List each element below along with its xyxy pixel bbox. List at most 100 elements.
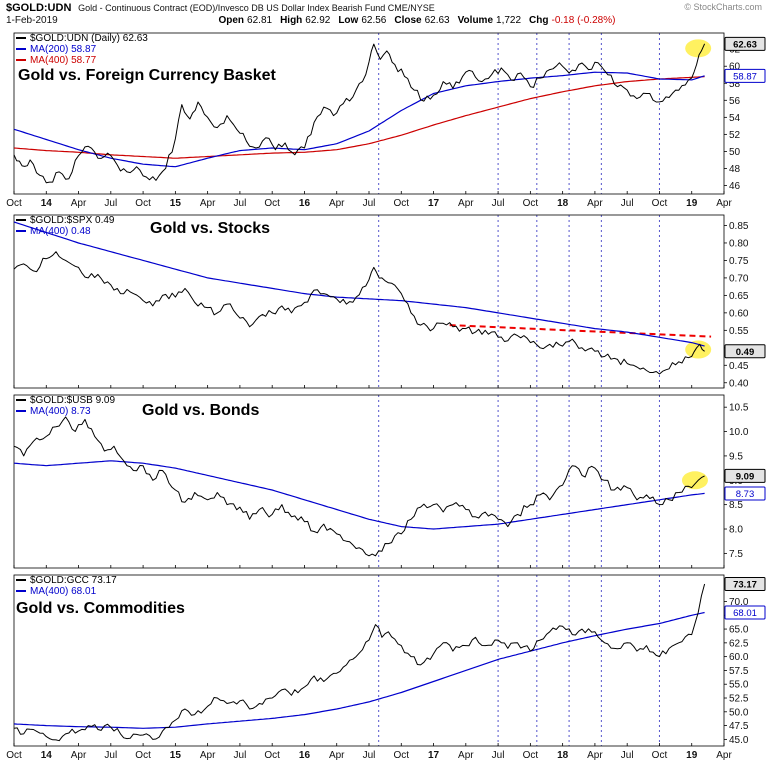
x-axis-label: Apr: [458, 198, 474, 209]
y-axis-label: 46: [729, 181, 741, 192]
quote-value: 62.56: [361, 15, 387, 26]
y-axis-label: 0.65: [729, 291, 749, 302]
x-axis-label: Oct: [651, 198, 668, 209]
y-axis-label: 56: [729, 96, 741, 107]
price-line: [13, 416, 705, 557]
legend-item: $GOLD:GCC 73.17: [16, 575, 117, 586]
x-axis-label: Oct: [393, 198, 410, 209]
y-axis-label: 10.5: [729, 403, 749, 414]
price-label-text: 0.49: [736, 347, 755, 358]
legend-item: MA(400) 58.77: [16, 55, 148, 66]
header-line-2: 1-Feb-2019 Open 62.81 High 62.92 Low 62.56 Clo…: [6, 15, 762, 26]
price-label-box: [724, 68, 766, 83]
legend-dash-icon: [16, 219, 26, 222]
x-axis-label: 16: [298, 198, 311, 209]
legend-label: MA(400) 8.73: [30, 406, 91, 417]
legend-label: MA(400) 58.77: [30, 55, 97, 66]
chart-title: Gold vs. Stocks: [150, 220, 271, 237]
legend-dash-icon: [16, 399, 26, 402]
price-label-box: [724, 605, 766, 620]
y-axis-label: 52: [729, 130, 741, 141]
x-axis-label: 16: [298, 750, 311, 761]
x-axis-label: Oct: [264, 750, 280, 761]
x-axis-label: Jul: [104, 198, 118, 209]
legend-dash-icon: [16, 230, 26, 233]
x-axis-top: Oct 14 Apr Jul Oct 15 Apr Jul Oct 16 Apr Jul Oct 17 Ap…: [0, 198, 768, 212]
price-line: [13, 251, 705, 375]
y-axis-label: 0.45: [729, 361, 749, 372]
y-axis-label: 10.0: [729, 427, 749, 438]
x-axis-label: Apr: [199, 750, 216, 761]
ma400-line: [13, 611, 705, 729]
chart-legend: $GOLD:GCC 73.17 MA(400) 68.01: [16, 575, 117, 597]
highlight-ellipse: [681, 471, 708, 490]
y-axis-label: 65.0: [729, 625, 749, 636]
x-axis-label: Jul: [104, 750, 118, 761]
quote-label: Open: [218, 15, 245, 26]
quote-value: 1,722: [496, 15, 522, 26]
y-axis-label: 7.5: [729, 549, 743, 560]
x-axis-label: 17: [427, 198, 440, 209]
ma400-line: [13, 76, 705, 159]
x-axis-label: 14: [40, 198, 52, 209]
x-axis-label: Jul: [620, 198, 634, 209]
quote-label: Close: [394, 15, 422, 26]
chart-header: © StockCharts.com $GOLD:UDN Gold - Conti…: [0, 0, 768, 30]
x-axis-label: Oct: [264, 198, 280, 209]
legend-item: MA(400) 8.73: [16, 406, 115, 417]
ma400-line: [13, 221, 705, 347]
chart-plot-commodities: 45.047.550.052.555.057.560.062.565.067.5…: [13, 574, 766, 747]
y-axis-label: 47.5: [729, 721, 749, 732]
legend-dash-icon: [16, 59, 26, 62]
chart-title: Gold vs. Bonds: [142, 402, 260, 419]
ma400-line: [13, 460, 705, 530]
quote-label: Chg: [529, 15, 549, 26]
price-label-box: [724, 344, 766, 359]
price-label-text: 62.63: [733, 39, 757, 50]
ma200-line: [13, 71, 705, 168]
x-axis-label: Apr: [328, 198, 345, 209]
legend-dash-icon: [16, 590, 26, 593]
chart-plot-bonds: 7.58.08.59.09.510.010.59.098.73: [13, 394, 766, 569]
x-axis-label: Apr: [716, 750, 732, 761]
x-axis-label: Jul: [491, 750, 505, 761]
quote-value: 62.92: [305, 15, 331, 26]
chart-legend: $GOLD:$SPX 0.49 MA(400) 0.48: [16, 215, 115, 237]
y-axis-label: 57.5: [729, 666, 749, 677]
y-axis-label: 62.5: [729, 638, 749, 649]
price-label-text: 8.73: [736, 489, 755, 500]
y-axis-label: 60: [729, 62, 741, 73]
price-label-text: 73.17: [733, 579, 757, 590]
quote-strip: Open 62.81 High 62.92 Low 62.56 Close 62.63 Volu…: [210, 15, 615, 26]
quote-label: High: [280, 15, 303, 26]
y-axis-label: 54: [729, 113, 741, 124]
x-axis-bottom: Oct 14 Apr Jul Oct 15 Apr Jul Oct 16 Apr Jul Oct 17 Ap…: [0, 750, 768, 764]
copyright-link[interactable]: © StockCharts.com: [684, 2, 762, 12]
price-label-text: 68.01: [733, 608, 757, 619]
legend-item: MA(200) 58.87: [16, 44, 148, 55]
quote-value: 62.63: [424, 15, 450, 26]
x-axis-label: Oct: [135, 198, 151, 209]
y-axis-label: 55.0: [729, 680, 749, 691]
x-axis-label: Apr: [328, 750, 345, 761]
legend-label: $GOLD:$SPX 0.49: [30, 215, 115, 226]
y-axis-label: 0.70: [729, 273, 749, 284]
legend-dash-icon: [16, 48, 26, 51]
y-axis-label: 0.60: [729, 308, 749, 319]
chart-panel-gold-vs-stocks: 0.400.450.500.550.600.650.700.750.800.85…: [0, 212, 768, 392]
trendline: [449, 324, 712, 338]
highlight-ellipse: [685, 340, 712, 359]
x-axis-label: Jul: [620, 750, 634, 761]
y-axis-label: 70.0: [729, 597, 749, 608]
y-axis-label: 8.5: [729, 500, 743, 511]
x-axis-label: Oct: [393, 750, 410, 761]
x-axis-label: 15: [169, 750, 181, 761]
y-axis-label: 0.80: [729, 238, 749, 249]
y-axis-label: 0.85: [729, 221, 749, 232]
legend-label: $GOLD:$USB 9.09: [30, 395, 116, 406]
chart-legend: $GOLD:UDN (Daily) 62.63 MA(200) 58.87 MA…: [16, 33, 148, 66]
legend-label: MA(400) 0.48: [30, 226, 91, 237]
